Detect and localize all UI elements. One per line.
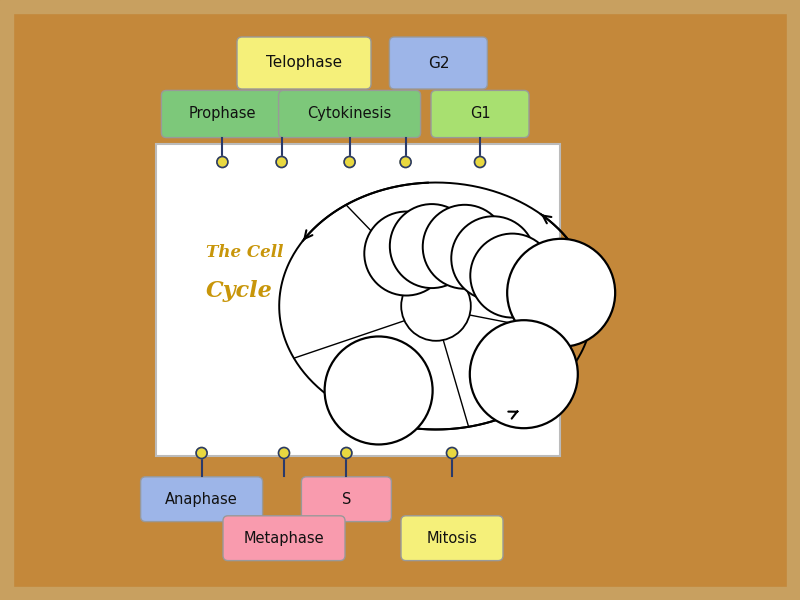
Circle shape (400, 157, 411, 167)
Circle shape (507, 239, 615, 347)
FancyBboxPatch shape (302, 477, 391, 521)
Text: Mitosis: Mitosis (426, 530, 478, 546)
Bar (787, 0, 800, 600)
Text: S: S (342, 492, 351, 506)
Circle shape (470, 233, 554, 317)
Circle shape (470, 320, 578, 428)
Circle shape (278, 448, 290, 458)
Text: The Cell: The Cell (206, 244, 283, 260)
FancyBboxPatch shape (278, 91, 421, 137)
Text: Metaphase: Metaphase (244, 530, 324, 546)
FancyBboxPatch shape (390, 37, 487, 89)
FancyBboxPatch shape (141, 477, 262, 521)
Text: G2: G2 (428, 55, 449, 70)
Circle shape (217, 157, 228, 167)
Circle shape (402, 271, 471, 341)
Text: G1: G1 (470, 106, 490, 121)
Circle shape (325, 337, 433, 445)
FancyBboxPatch shape (223, 516, 345, 560)
Circle shape (446, 448, 458, 458)
FancyBboxPatch shape (401, 516, 503, 560)
Text: Cytokinesis: Cytokinesis (307, 106, 392, 121)
Bar (0, 587, 800, 600)
Circle shape (276, 157, 287, 167)
Text: Prophase: Prophase (189, 106, 256, 121)
FancyBboxPatch shape (162, 91, 283, 137)
FancyBboxPatch shape (431, 91, 529, 137)
Circle shape (451, 216, 535, 300)
Text: Telophase: Telophase (266, 55, 342, 70)
Circle shape (474, 157, 486, 167)
Circle shape (341, 448, 352, 458)
Circle shape (344, 157, 355, 167)
Text: Cycle: Cycle (206, 280, 273, 302)
Bar (156, 144, 560, 456)
Text: Anaphase: Anaphase (166, 492, 238, 506)
Bar (0, 0, 800, 13)
Circle shape (390, 204, 474, 288)
Circle shape (196, 448, 207, 458)
FancyBboxPatch shape (237, 37, 371, 89)
Circle shape (364, 212, 448, 296)
Bar (0, 0, 13, 600)
Circle shape (422, 205, 506, 289)
